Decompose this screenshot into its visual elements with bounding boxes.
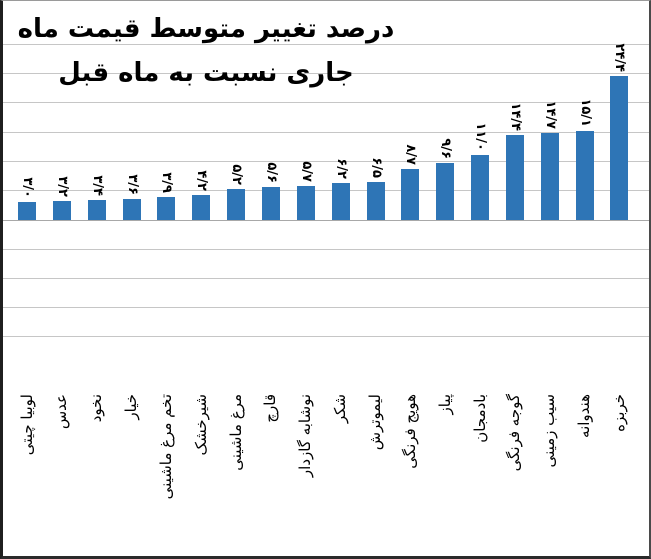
category-label: عدس: [52, 394, 71, 430]
value-label: ۴/۲: [194, 170, 210, 192]
category-label: مرغ ماشینی: [226, 394, 245, 471]
category-label: هندوانه: [575, 394, 594, 438]
chart-title: درصد تغییر متوسط قیمت ماه جاری نسبت به م…: [11, 7, 401, 95]
value-label: ۳/۹: [159, 172, 175, 193]
value-label: ۵/۷: [298, 161, 314, 183]
bar: [610, 76, 629, 220]
bar: [18, 202, 36, 220]
category-label: شکر: [331, 394, 350, 424]
value-label: ۲۴/۴: [612, 43, 628, 73]
value-label: ۳/۰: [20, 177, 35, 199]
chart-title-line-2: جاری نسبت به ماه قبل: [58, 58, 354, 88]
category-label: شیرخشک: [191, 394, 210, 456]
category-label: نوشابه گازدار: [296, 394, 315, 478]
value-label: ۹/۶: [438, 138, 454, 160]
value-label: ۶/۲: [333, 158, 349, 180]
bar: [471, 155, 490, 220]
bar: [227, 189, 246, 220]
category-label: پیاز: [435, 394, 454, 415]
bar: [52, 201, 71, 220]
bar: [87, 199, 106, 220]
chart-title-line-1: درصد تغییر متوسط قیمت ماه: [17, 14, 395, 44]
category-label: هویج فرنگی: [400, 394, 419, 469]
category-label: خربزه: [609, 394, 628, 432]
gridline: [3, 249, 649, 250]
bar: [505, 135, 524, 220]
category-label: قارچ: [261, 394, 280, 423]
bar: [331, 183, 350, 220]
value-label: ۳/۲: [54, 176, 70, 198]
category-label: نخود: [87, 394, 106, 423]
value-label: ۵/۲: [229, 164, 245, 186]
value-label: ۳/۴: [89, 175, 105, 196]
gridline: [3, 336, 649, 337]
gridline: [3, 73, 649, 74]
bar: [540, 133, 559, 220]
gridline: [3, 132, 649, 133]
value-label: ۵/۶: [263, 162, 279, 183]
category-label: سیب زمینی: [540, 394, 559, 468]
bar: [575, 130, 594, 220]
bar: [122, 198, 141, 220]
gridline: [3, 44, 649, 45]
bar: [401, 168, 420, 220]
bar: [157, 196, 176, 220]
gridline: [3, 278, 649, 279]
gridline: [3, 307, 649, 308]
category-label: لیموترش: [366, 394, 384, 451]
value-label: ۸/۷: [403, 144, 419, 165]
bar: [296, 186, 315, 220]
gridline: [3, 161, 649, 162]
bar: [366, 181, 385, 220]
bar: [192, 195, 211, 220]
category-label: گوجه فرنگی: [505, 394, 524, 472]
value-label: ۶/۵: [368, 157, 384, 178]
category-label: بادمجان: [470, 394, 489, 443]
x-axis-line: [3, 220, 649, 221]
value-label: ۱۵/۱: [577, 98, 593, 127]
category-label: خیار: [122, 394, 141, 420]
bar: [436, 163, 455, 220]
value-label: ۳/۶: [124, 174, 140, 195]
gridline: [3, 190, 649, 191]
value-label: ۱۴/۷: [542, 100, 558, 130]
bar: [261, 186, 280, 220]
category-label: تخم مرغ ماشینی: [156, 394, 175, 500]
value-label: ۱۴/۴: [507, 102, 523, 132]
value-label: ۱۱/۰: [473, 122, 489, 152]
category-label: لوبیا چیتی: [17, 394, 36, 456]
gridline: [3, 102, 649, 103]
